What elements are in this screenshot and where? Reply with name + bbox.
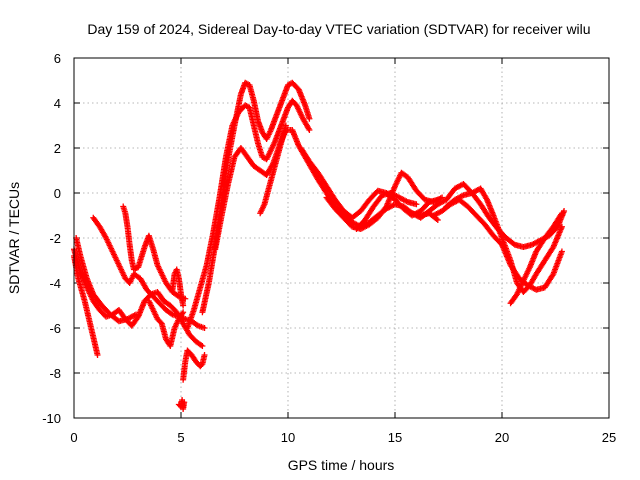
series-track-7 <box>169 266 187 309</box>
data-point <box>306 127 313 133</box>
series-track-13 <box>257 122 289 217</box>
data-point <box>413 201 420 208</box>
plot-frame <box>73 57 610 419</box>
data-point <box>306 115 313 122</box>
series-track-5 <box>120 203 189 302</box>
series-track-19 <box>443 185 565 295</box>
series-track-4 <box>90 214 208 331</box>
y-tick-label: 4 <box>54 96 61 111</box>
series-track-9 <box>180 347 208 383</box>
x-tick-label: 20 <box>495 430 509 445</box>
x-tick-label: 10 <box>281 430 295 445</box>
data-point <box>181 399 188 406</box>
series-track-11 <box>199 79 313 316</box>
data-point <box>558 248 565 255</box>
data-point <box>434 217 441 223</box>
y-tick-label: 2 <box>54 141 61 156</box>
data-point <box>558 223 565 230</box>
axis-ticks: 0 5 10 15 20 25 -10 -8 -6 -4 -2 0 2 4 6 <box>42 51 616 445</box>
y-tick-label: -10 <box>42 411 61 426</box>
series-track-16 <box>353 190 420 232</box>
series-track-1 <box>71 253 101 358</box>
data-point <box>180 302 187 309</box>
series-track-8 <box>175 397 188 412</box>
x-tick-label: 15 <box>388 430 402 445</box>
series-track-14 <box>297 145 441 221</box>
y-tick-label: 0 <box>54 186 61 201</box>
y-tick-label: 6 <box>54 51 61 66</box>
chart-title: Day 159 of 2024, Sidereal Day-to-day VTE… <box>87 21 590 37</box>
data-point <box>433 216 440 223</box>
y-tick-label: -4 <box>49 276 61 291</box>
series-track-20 <box>507 210 565 307</box>
data-point <box>94 352 101 358</box>
x-tick-label: 25 <box>602 430 616 445</box>
y-tick-label: -8 <box>49 366 61 381</box>
x-axis-label: GPS time / hours <box>288 457 395 473</box>
data-point <box>201 352 208 358</box>
data-point <box>199 343 206 349</box>
y-axis-label: SDTVAR / TECUs <box>6 182 22 294</box>
x-tick-label: 0 <box>70 430 77 445</box>
x-tick-label: 5 <box>177 430 184 445</box>
series-track-12 <box>212 127 441 253</box>
data-point <box>198 342 205 349</box>
series-track-15 <box>323 169 446 232</box>
series-track-6 <box>145 298 187 349</box>
grid <box>74 58 609 418</box>
data-point <box>558 210 565 217</box>
series-track-18 <box>430 196 565 293</box>
data-point <box>282 122 289 129</box>
series-track-3 <box>71 246 206 349</box>
data-point <box>180 309 187 316</box>
y-tick-label: -6 <box>49 321 61 336</box>
data-point <box>201 325 208 331</box>
data-points <box>71 79 568 412</box>
y-tick-label: -2 <box>49 231 61 246</box>
